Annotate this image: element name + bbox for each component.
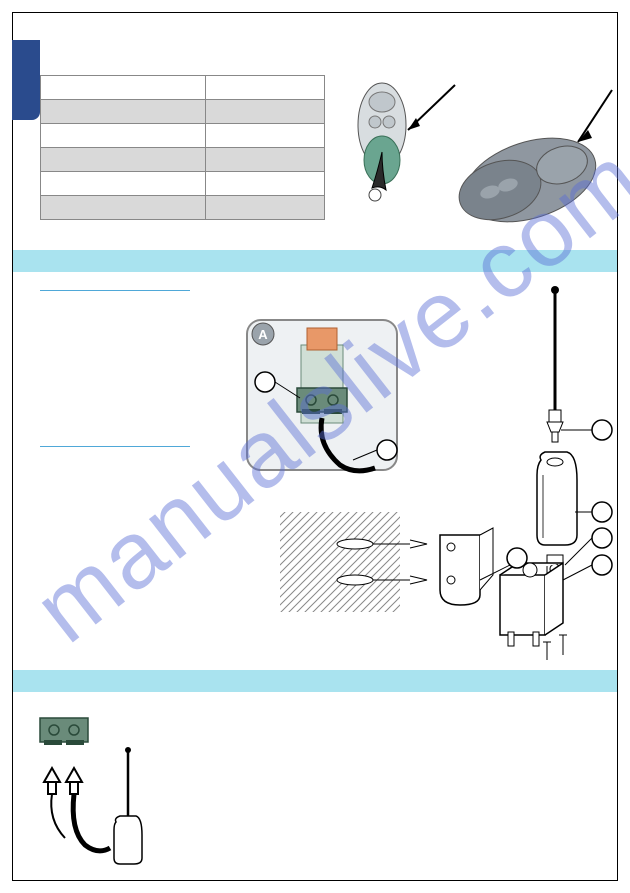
table-cell	[41, 196, 206, 220]
table-cell	[41, 100, 206, 124]
table-header	[205, 76, 324, 100]
mount-bracket	[440, 528, 493, 605]
table-cell	[41, 124, 206, 148]
casing	[114, 816, 142, 864]
table-cell	[205, 124, 324, 148]
table-cell	[41, 172, 206, 196]
antenna-diagram	[245, 280, 620, 665]
casing	[537, 452, 577, 545]
arrow-icon	[408, 85, 455, 130]
callout-circle	[592, 528, 612, 548]
remote-1	[358, 83, 406, 201]
arrow-icon	[578, 90, 612, 142]
spec-table	[40, 75, 325, 220]
section-bar	[13, 250, 617, 272]
bnc-connector	[547, 410, 563, 442]
wall-hatch	[280, 512, 400, 612]
remotes-diagram	[330, 60, 620, 240]
table-cell	[205, 148, 324, 172]
sub-heading	[40, 444, 190, 447]
sub-heading	[40, 288, 190, 291]
table-cell	[205, 100, 324, 124]
table-header	[41, 76, 206, 100]
base-bracket	[500, 563, 567, 660]
spec-table-region	[40, 75, 325, 220]
callout-circle	[592, 420, 612, 440]
side-tab	[12, 40, 40, 120]
table-cell	[41, 148, 206, 172]
callout-circle	[592, 555, 612, 575]
table-cell	[205, 196, 324, 220]
callout-circle	[592, 502, 612, 522]
arrow-up-icon	[44, 768, 60, 794]
arrow-up-icon	[66, 768, 82, 794]
table-cell	[205, 172, 324, 196]
wiring-diagram	[30, 710, 170, 870]
section-bar	[13, 670, 617, 692]
